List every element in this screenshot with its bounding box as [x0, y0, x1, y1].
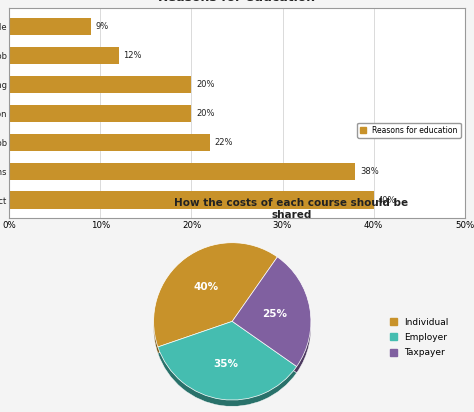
- Bar: [9, 47, 119, 64]
- Text: 20%: 20%: [196, 109, 215, 118]
- Text: 20%: 20%: [196, 80, 215, 89]
- Bar: [9, 162, 356, 180]
- Wedge shape: [232, 263, 311, 373]
- Text: 12%: 12%: [123, 51, 142, 60]
- Bar: [9, 76, 191, 93]
- Bar: [9, 18, 91, 35]
- Text: 38%: 38%: [360, 167, 379, 176]
- Bar: [9, 192, 374, 209]
- Title: How the costs of each course should be
shared: How the costs of each course should be s…: [174, 198, 409, 220]
- Wedge shape: [232, 257, 311, 367]
- Legend: Reasons for education: Reasons for education: [357, 122, 461, 138]
- Text: 22%: 22%: [214, 138, 233, 147]
- Wedge shape: [158, 328, 297, 406]
- Legend: Individual, Employer, Taxpayer: Individual, Employer, Taxpayer: [385, 313, 453, 362]
- Text: 40%: 40%: [194, 282, 219, 292]
- Wedge shape: [154, 249, 277, 353]
- Title: Reasons for education: Reasons for education: [158, 0, 316, 4]
- Wedge shape: [154, 243, 277, 347]
- Wedge shape: [158, 321, 297, 400]
- Text: 40%: 40%: [378, 196, 397, 205]
- Text: 35%: 35%: [214, 359, 239, 369]
- Text: 25%: 25%: [263, 309, 287, 319]
- Bar: [9, 105, 191, 122]
- Text: 9%: 9%: [96, 22, 109, 31]
- Bar: [9, 133, 210, 151]
